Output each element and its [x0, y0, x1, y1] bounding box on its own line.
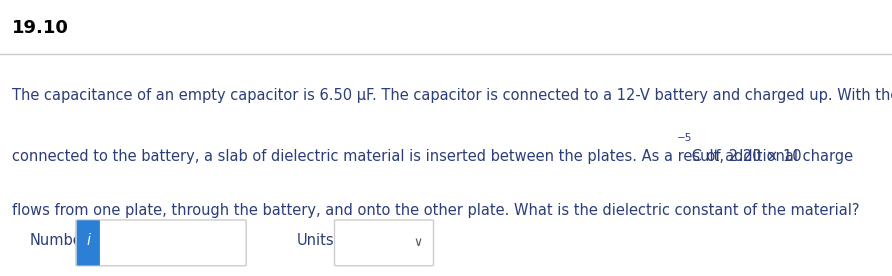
Text: −5: −5	[677, 133, 692, 143]
Text: ∨: ∨	[413, 236, 422, 250]
FancyBboxPatch shape	[334, 220, 434, 266]
Text: connected to the battery, a slab of dielectric material is inserted between the : connected to the battery, a slab of diel…	[12, 149, 801, 164]
Text: 19.10: 19.10	[12, 19, 69, 37]
Text: Units: Units	[297, 233, 334, 248]
Text: The capacitance of an empty capacitor is 6.50 μF. The capacitor is connected to : The capacitance of an empty capacitor is…	[12, 88, 892, 103]
FancyBboxPatch shape	[77, 220, 100, 266]
Text: flows from one plate, through the battery, and onto the other plate. What is the: flows from one plate, through the batter…	[12, 203, 859, 218]
Text: i: i	[87, 233, 90, 248]
Text: C of additional charge: C of additional charge	[687, 149, 853, 164]
Text: Number: Number	[29, 233, 88, 248]
FancyBboxPatch shape	[76, 220, 246, 266]
